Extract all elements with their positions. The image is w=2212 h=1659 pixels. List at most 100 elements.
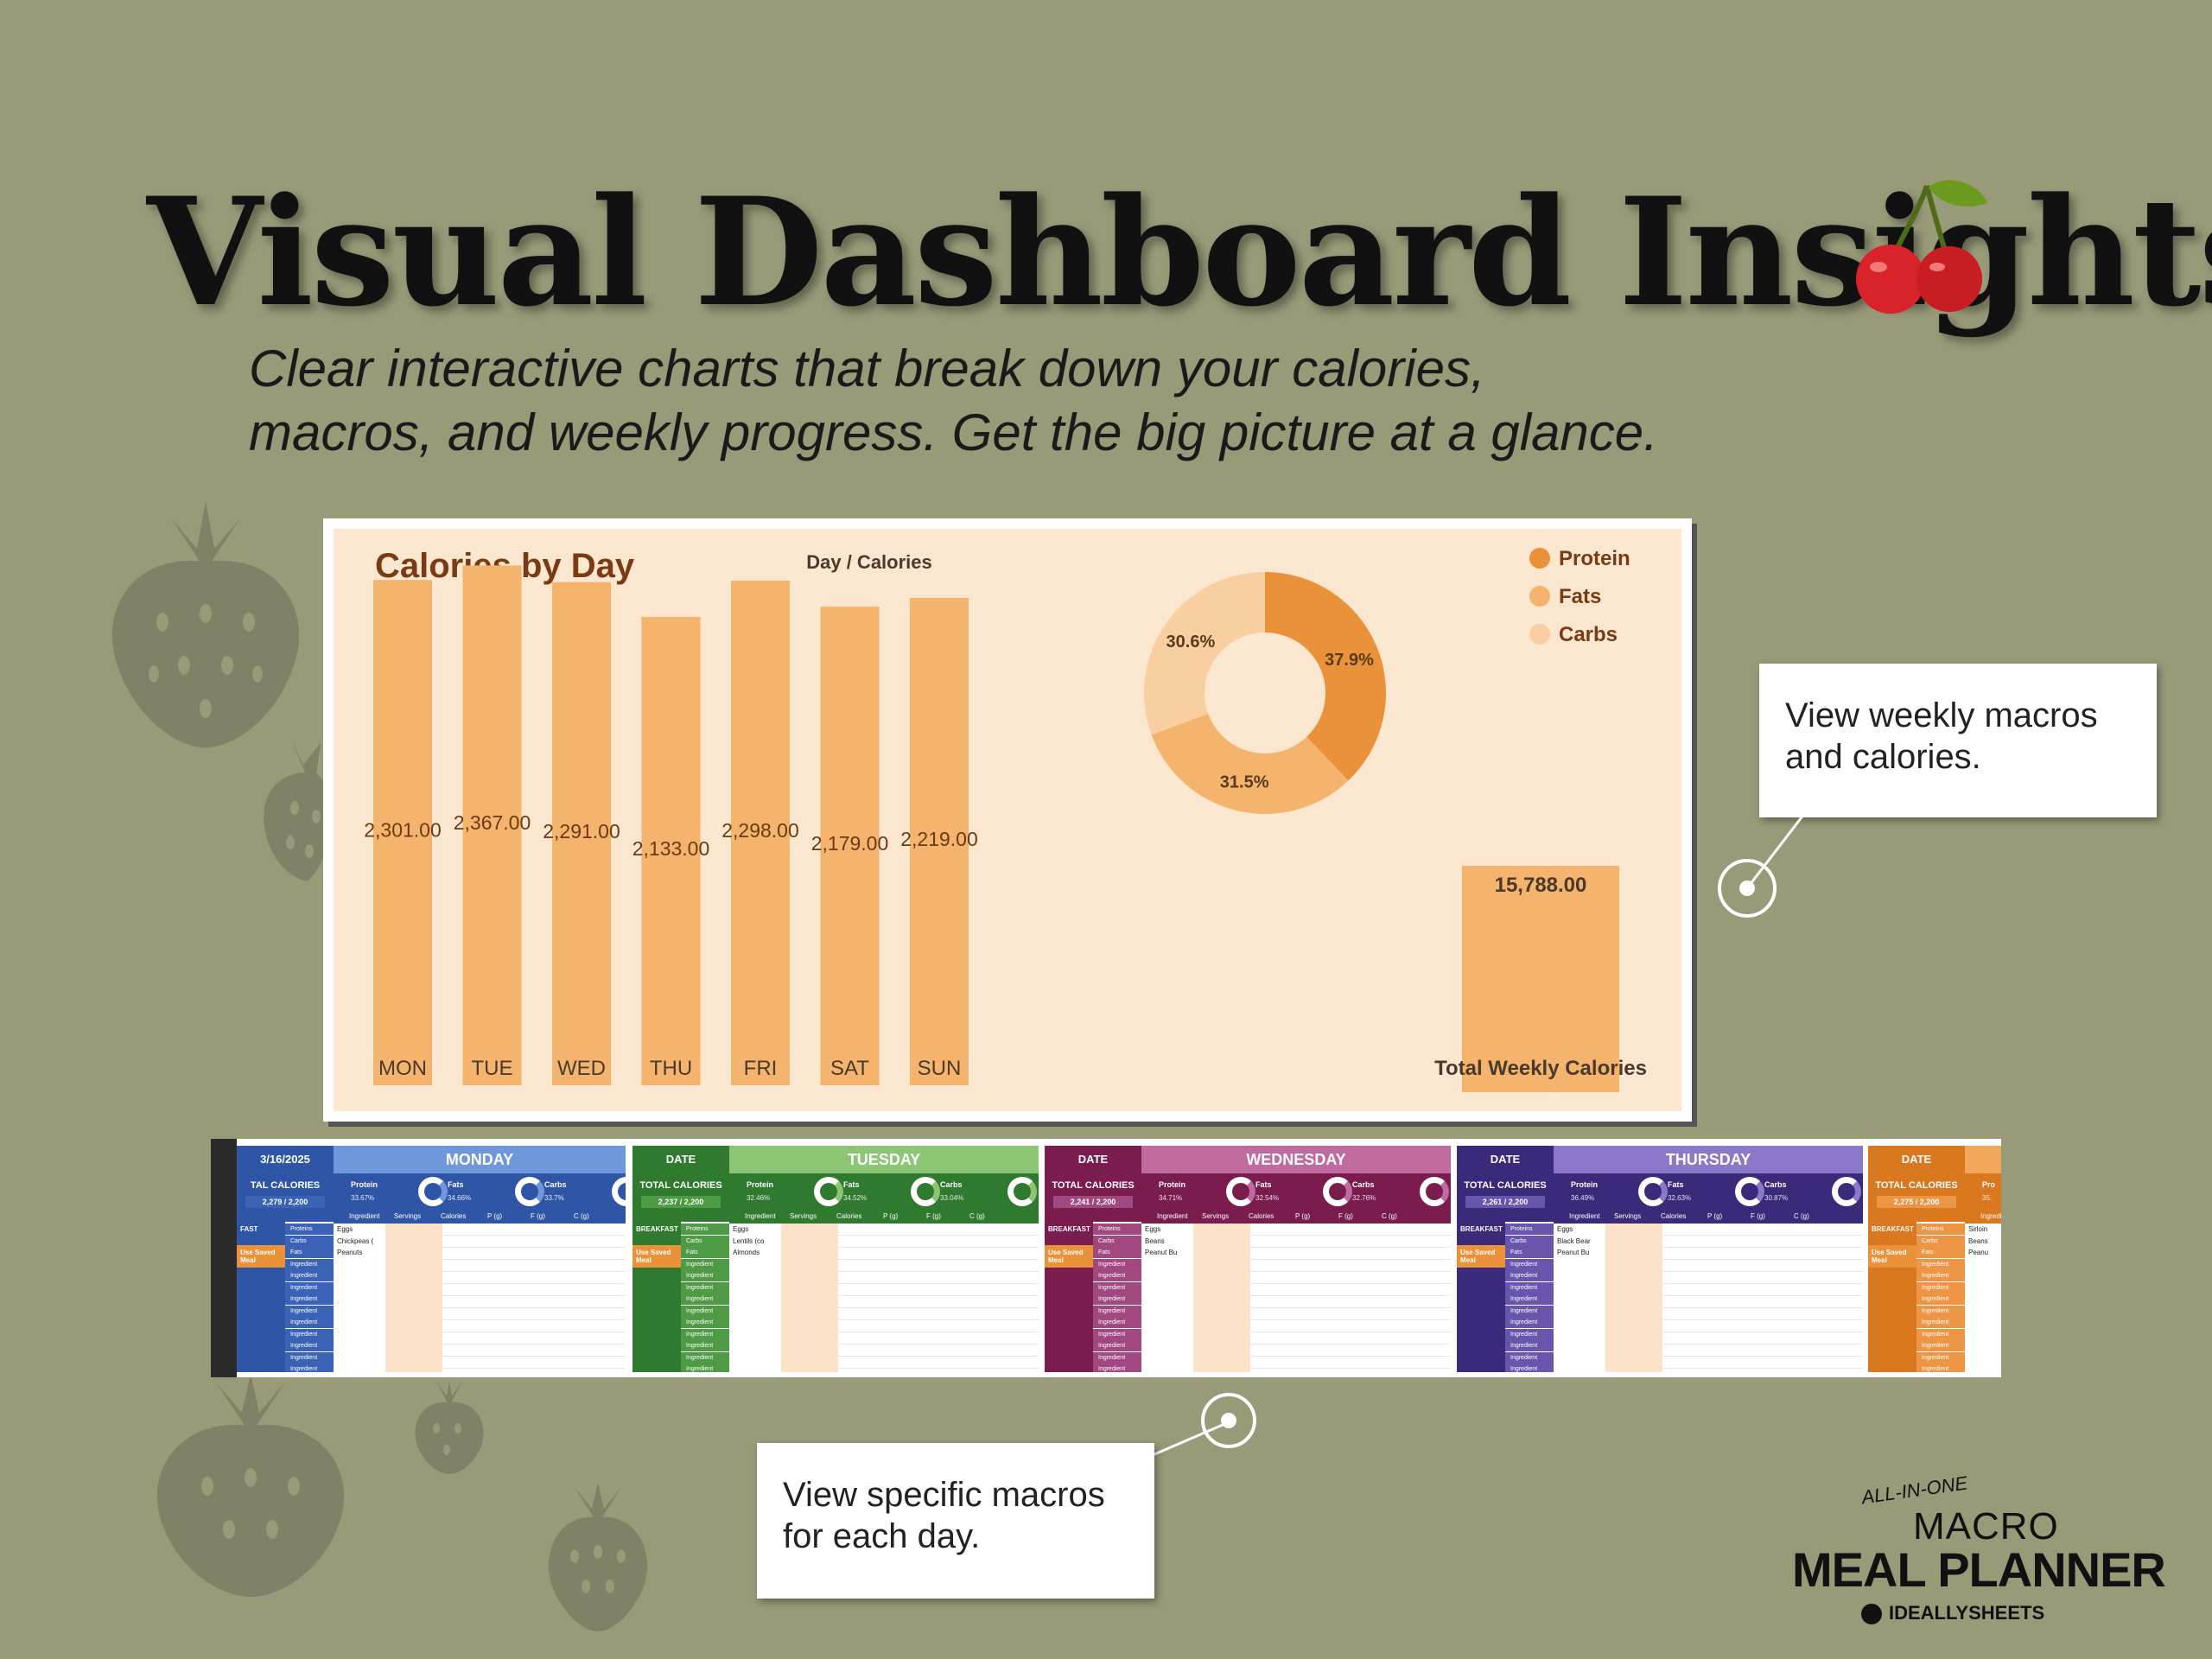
meal-sidebar: BREAKFAST Use Saved Meal — [1045, 1222, 1093, 1372]
ingredient-name[interactable]: Peanuts — [337, 1249, 363, 1256]
column-header: P (g) — [1707, 1212, 1723, 1220]
total-calories-label: TOTAL CALORIES — [1875, 1180, 1958, 1191]
column-header: F (g) — [1751, 1212, 1765, 1220]
ingredient-type-cell: Proteins — [1093, 1224, 1141, 1235]
macro-label: Fats — [1255, 1180, 1272, 1189]
ingredient-name[interactable]: Beans — [1145, 1236, 1165, 1245]
macro-label: Carbs — [544, 1180, 567, 1189]
ingredient-names: Sirloin Beans Peanu — [1965, 1224, 2001, 1372]
macro-donut-icon — [418, 1177, 448, 1206]
ingredient-type-cell: Proteins — [1505, 1224, 1554, 1235]
macro-protein: Protein 34.71% — [1141, 1173, 1271, 1210]
nutrient-grid — [838, 1224, 1039, 1372]
macro-summary: Protein 34.71% Fats 32.54% Carbs 32.76% — [1141, 1173, 1451, 1210]
ingredient-name[interactable]: Peanu — [1968, 1249, 1989, 1256]
macro-percent: 33.04% — [940, 1194, 964, 1202]
strawberry-icon — [415, 1381, 484, 1474]
ingredient-type-cell: Ingredient — [1916, 1281, 1965, 1294]
column-header: Servings — [1202, 1212, 1230, 1220]
bar-value-label: 2,219.00 — [900, 828, 978, 850]
ingredient-type-cell: Proteins — [285, 1224, 334, 1235]
column-header: Calories — [441, 1212, 467, 1220]
total-calories-label: TOTAL CALORIES — [1052, 1180, 1135, 1191]
ingredient-type-cell: Ingredient — [1505, 1258, 1554, 1270]
macro-donut-icon — [1420, 1177, 1449, 1206]
macro-fats: Fats 34.66% — [430, 1173, 560, 1210]
ingredient-type-cell: Ingredient — [681, 1305, 729, 1317]
ingredient-type-column: Proteins Carbs Fats Ingredient Ingredient Ing… — [285, 1224, 334, 1372]
ingredient-type-column: Proteins Carbs Fats Ingredient Ingredient Ing… — [681, 1224, 729, 1372]
callout-daily-text: View specific macros for each day. — [783, 1476, 1105, 1555]
ingredient-name[interactable]: Eggs — [337, 1225, 353, 1233]
ingredient-name[interactable]: Eggs — [1557, 1225, 1573, 1233]
ingredient-name[interactable]: Lentils (co — [733, 1236, 765, 1245]
macro-donut-icon — [1226, 1177, 1255, 1206]
ingredient-type-cell: Ingredient — [285, 1305, 334, 1317]
use-saved-meal-button[interactable]: Use Saved Meal — [1045, 1245, 1093, 1268]
ingredient-name[interactable]: Chickpeas ( — [337, 1236, 374, 1245]
ingredient-type-cell: Ingredient — [681, 1317, 729, 1328]
ingredient-name[interactable]: Beans — [1968, 1236, 1988, 1245]
total-calories-value: 2,241 / 2,200 — [1053, 1196, 1133, 1208]
ingredient-name[interactable]: Almonds — [733, 1249, 760, 1256]
brand-name: MEAL PLANNER — [1792, 1542, 2166, 1597]
bar-category-label: SAT — [830, 1057, 869, 1080]
ingredient-type-column: Proteins Carbs Fats Ingredient Ingredient Ing… — [1916, 1224, 1965, 1372]
macro-summary: Protein 33.67% Fats 34.66% Carbs 33.7% — [334, 1173, 626, 1210]
meal-label: BREAKFAST — [636, 1225, 678, 1233]
ingredient-type-cell: Ingredient — [285, 1340, 334, 1351]
macro-percent: 32.46% — [747, 1194, 771, 1202]
ingredient-type-cell: Carbs — [285, 1235, 334, 1247]
ingredient-type-cell: Ingredient — [681, 1294, 729, 1305]
total-calories-box: TOTAL CALORIES 2,237 / 2,200 — [632, 1173, 729, 1222]
ingredient-name[interactable]: Black Bear — [1557, 1236, 1591, 1245]
ingredient-type-cell: Ingredient — [1916, 1363, 1965, 1372]
ingredient-name[interactable]: Peanut Bu — [1557, 1249, 1590, 1256]
strip-left-edge — [211, 1139, 237, 1377]
macro-label: Carbs — [1764, 1180, 1787, 1189]
ingredient-type-cell: Ingredient — [1505, 1328, 1554, 1340]
bar-category-label: FRI — [744, 1057, 778, 1080]
macro-percent: 33.67% — [351, 1194, 375, 1202]
brand-tagline: ALL-IN-ONE — [1859, 1471, 1969, 1509]
ingredient-type-cell: Ingredient — [1916, 1258, 1965, 1270]
use-saved-meal-button[interactable]: Use Saved Meal — [1457, 1245, 1505, 1268]
ingredient-type-cell: Ingredient — [1916, 1270, 1965, 1281]
ingredient-name[interactable]: Sirloin — [1968, 1225, 1988, 1233]
donut-slice-protein — [1265, 572, 1387, 781]
ingredient-type-cell: Ingredient — [285, 1317, 334, 1328]
day-title: WEDNESDAY — [1141, 1146, 1451, 1173]
day-panel: DATE THURSDAY TOTAL CALORIES 2,261 / 2,200 P… — [1457, 1146, 1863, 1372]
ingredient-type-cell: Ingredient — [1916, 1328, 1965, 1340]
callout-weekly-text: View weekly macros and calories. — [1785, 696, 2098, 776]
ingredient-name[interactable]: Eggs — [733, 1225, 749, 1233]
use-saved-meal-button[interactable]: Use Saved Meal — [632, 1245, 681, 1268]
ingredient-type-cell: Ingredient — [285, 1258, 334, 1270]
meal-label: BREAKFAST — [1872, 1225, 1914, 1233]
ingredient-name[interactable]: Peanut Bu — [1145, 1249, 1178, 1256]
day-title: THURSDAY — [1554, 1146, 1863, 1173]
ingredient-type-cell: Ingredient — [1093, 1363, 1141, 1372]
total-bar-0 — [1462, 866, 1619, 1092]
servings-column — [1193, 1224, 1250, 1372]
bar-sat — [820, 607, 880, 1085]
callout-weekly: View weekly macros and calories. — [1759, 664, 2157, 817]
use-saved-meal-button[interactable]: Use Saved Meal — [237, 1245, 285, 1268]
ingredient-names: Eggs Lentils (co Almonds — [729, 1224, 781, 1372]
ingredient-type-cell: Ingredient — [285, 1270, 334, 1281]
date-header: DATE — [1045, 1146, 1141, 1173]
macro-donut-icon — [612, 1177, 626, 1206]
use-saved-meal-button[interactable]: Use Saved Meal — [1868, 1245, 1916, 1268]
ingredient-type-cell: Ingredient — [1093, 1281, 1141, 1294]
bar-wed — [552, 582, 611, 1085]
column-header: P (g) — [883, 1212, 899, 1220]
ingredient-name[interactable]: Eggs — [1145, 1225, 1161, 1233]
ingredient-type-cell: Ingredient — [285, 1294, 334, 1305]
donut-slice-label: 37.9% — [1325, 651, 1374, 670]
column-header: P (g) — [1295, 1212, 1311, 1220]
donut-slice-fats — [1151, 714, 1349, 815]
day-panel: DATE WEDNESDAY TOTAL CALORIES 2,241 / 2,200… — [1045, 1146, 1451, 1372]
total-calories-box: TAL CALORIES 2,279 / 2,200 — [237, 1173, 334, 1222]
macro-donut-icon — [1638, 1177, 1668, 1206]
dashboard-charts: Calories by Day Day / Calories2,301.00MON… — [364, 547, 1647, 1092]
